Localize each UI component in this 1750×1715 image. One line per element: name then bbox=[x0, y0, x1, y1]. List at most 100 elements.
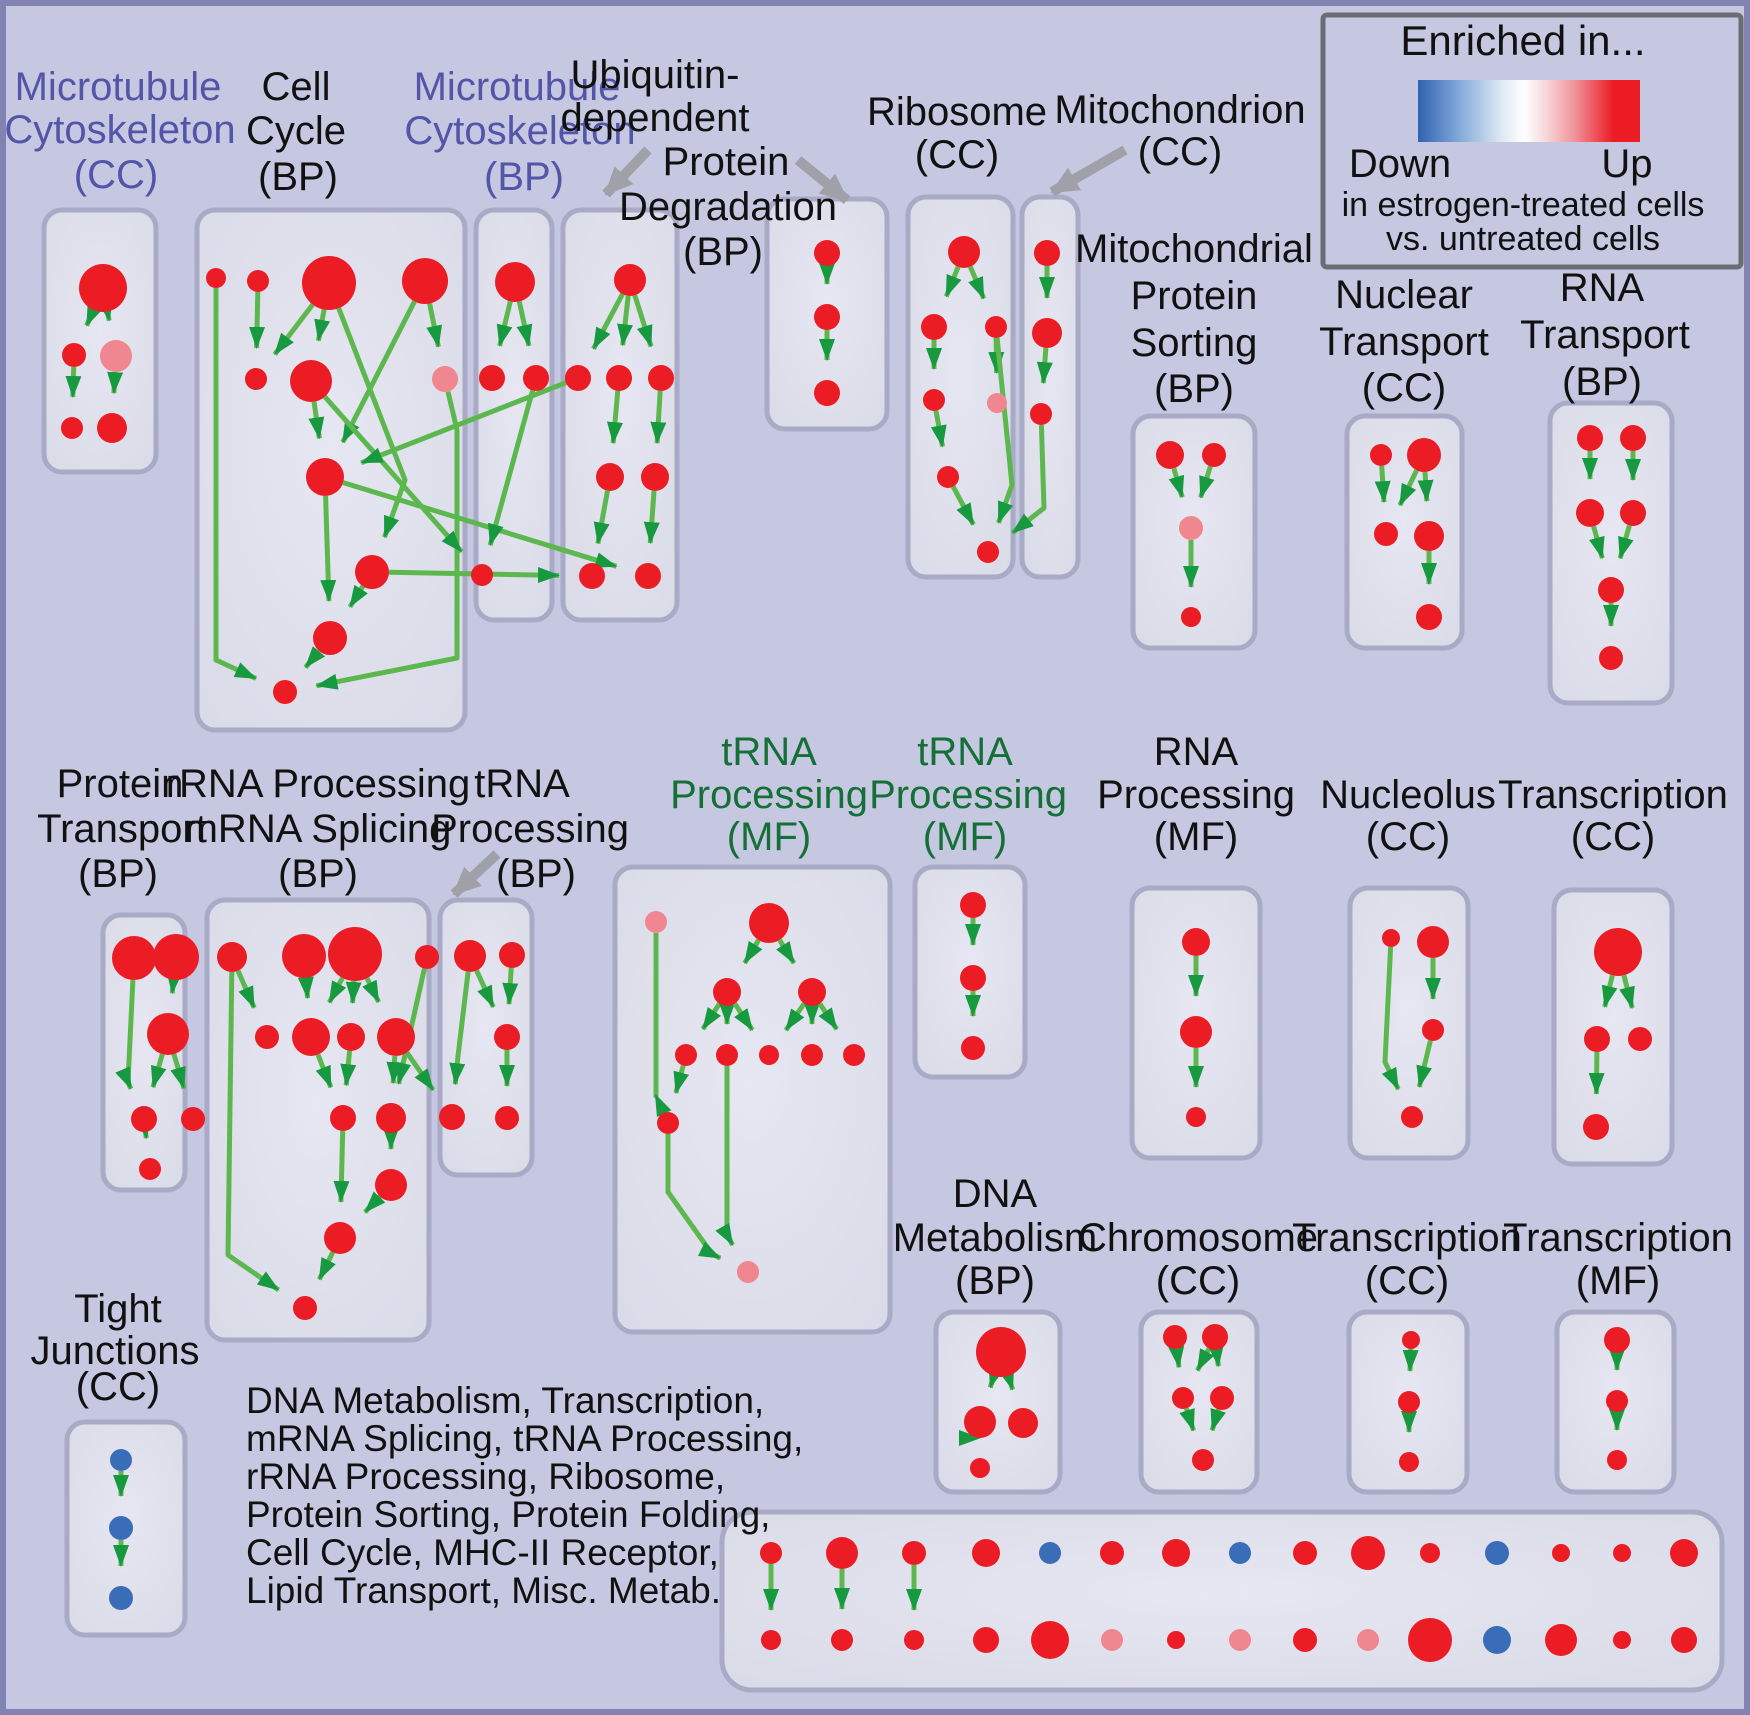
group-label-mitochondrial-protein-sorting-bp-line3: Sorting bbox=[1131, 321, 1258, 365]
node-misc-merged-cluster-Wb12 bbox=[1483, 1626, 1511, 1654]
group-label-rrna-processing-mrna-splicing-bp-line3: (BP) bbox=[278, 852, 358, 896]
node-rna-transport-bp-J3 bbox=[1576, 499, 1604, 527]
edge-K3-K4 bbox=[150, 1053, 167, 1089]
edge-J4-J5 bbox=[1617, 524, 1634, 560]
node-rrna-processing-mrna-splicing-bp-L1 bbox=[217, 942, 247, 972]
legend-gradient-bar bbox=[1418, 80, 1640, 142]
edge-C1-C3 bbox=[516, 300, 533, 347]
node-rna-transport-bp-J1 bbox=[1577, 425, 1603, 451]
node-tight-junctions-cc-X3 bbox=[109, 1586, 133, 1610]
node-ribosome-cc-F7 bbox=[977, 541, 999, 563]
edge-B8-D8 bbox=[342, 480, 618, 569]
edge-S1-S3 bbox=[998, 1367, 1015, 1391]
node-trna-processing-mf-small-O1 bbox=[960, 892, 986, 918]
group-label-rna-transport-bp-line2: Transport bbox=[1520, 313, 1690, 357]
edge-D4-D6 bbox=[650, 390, 667, 445]
edge-A1-A2 bbox=[84, 303, 103, 327]
edge-A2-A4 bbox=[65, 366, 82, 398]
node-trna-processing-mf-small-O3 bbox=[961, 1036, 985, 1060]
edge-L3-L8 bbox=[362, 977, 381, 1004]
group-label-mitochondrion-cc-line1: Mitochondrion bbox=[1054, 88, 1305, 132]
edge-L3-L7 bbox=[345, 980, 362, 1004]
node-cell-cycle-bp-B10 bbox=[313, 621, 347, 655]
node-misc-merged-cluster-Wt9 bbox=[1293, 1541, 1317, 1565]
legend-subline-2: vs. untreated cells bbox=[1386, 220, 1660, 258]
layer-boxes bbox=[41, 12, 1744, 1693]
edge-N1-N10 bbox=[653, 933, 672, 1118]
edge-B6-B8 bbox=[308, 401, 325, 440]
edge-N10-N11 bbox=[665, 1134, 722, 1261]
edge-R1-R3 bbox=[1619, 974, 1635, 1009]
edge-B4-B8 bbox=[340, 300, 417, 444]
layer-edges bbox=[65, 145, 1641, 1611]
node-mitochondrial-protein-sorting-bp-H4 bbox=[1181, 607, 1201, 627]
edge-F6-F7 bbox=[950, 485, 976, 526]
node-cell-cycle-bp-B11 bbox=[273, 680, 297, 704]
edge-Q1-Q4 bbox=[1381, 946, 1401, 1091]
merged-categories-text-line3: rRNA Processing, Ribosome, bbox=[246, 1456, 725, 1497]
node-ribosome-cc-F1 bbox=[948, 236, 980, 268]
node-protein-transport-bp-K1 bbox=[112, 936, 156, 980]
group-label-nucleolus-cc-line2: (CC) bbox=[1366, 815, 1450, 859]
group-label-chromosome-cc-line1: Chromosome bbox=[1078, 1216, 1318, 1260]
node-misc-merged-cluster-Wt8 bbox=[1229, 1542, 1251, 1564]
node-chromosome-cc-T4 bbox=[1210, 1386, 1234, 1410]
node-cell-cycle-bp-B5 bbox=[245, 368, 267, 390]
edge-N2-N3 bbox=[742, 938, 763, 965]
edge-D3-D5 bbox=[607, 390, 623, 445]
edge-T2-T3 bbox=[1195, 1347, 1215, 1372]
node-misc-merged-cluster-Wb4 bbox=[973, 1627, 999, 1653]
node-nuclear-transport-cc-I2 bbox=[1407, 438, 1441, 472]
node-rna-transport-bp-J2 bbox=[1620, 425, 1646, 451]
edge-J3-J5 bbox=[1589, 525, 1605, 560]
group-label-mitochondrial-protein-sorting-bp-line4: (BP) bbox=[1154, 367, 1234, 411]
node-rna-transport-bp-J4 bbox=[1620, 500, 1646, 526]
node-trna-processing-mf-large-N4 bbox=[798, 978, 826, 1006]
node-trna-processing-bp-M4 bbox=[439, 1104, 465, 1130]
edge-K1-K4 bbox=[115, 979, 136, 1090]
node-protein-transport-bp-K5 bbox=[181, 1107, 205, 1131]
node-cell-cycle-bp-B8 bbox=[306, 458, 344, 496]
node-trna-processing-mf-large-N10 bbox=[657, 1112, 679, 1134]
node-ubiquitin-degradation-box1-D5 bbox=[596, 463, 624, 491]
edge-L9-L12 bbox=[333, 1130, 350, 1203]
merged-categories-text-line5: Cell Cycle, MHC-II Receptor, bbox=[246, 1532, 719, 1573]
node-ubiquitin-degradation-box1-D3 bbox=[606, 365, 632, 391]
node-mitochondrion-cc-G1 bbox=[1034, 240, 1060, 266]
node-chromosome-cc-T5 bbox=[1192, 1449, 1214, 1471]
legend-down-label: Down bbox=[1349, 142, 1451, 186]
node-microtubule-cytoskeleton-cc-A2 bbox=[62, 343, 86, 367]
group-label-chromosome-cc-line2: (CC) bbox=[1156, 1259, 1240, 1303]
edge-B6-C4 bbox=[323, 395, 464, 554]
node-tight-junctions-cc-X2 bbox=[109, 1516, 133, 1540]
node-misc-merged-cluster-Wb3 bbox=[904, 1630, 924, 1650]
edge-L1-L5 bbox=[235, 969, 257, 1009]
node-ubiquitin-degradation-box2-E3 bbox=[814, 380, 840, 406]
group-label-rna-processing-mf-line1: RNA bbox=[1154, 730, 1239, 774]
edge-R2-R4 bbox=[1588, 1051, 1605, 1095]
group-label-ribosome-cc-line2: (CC) bbox=[915, 133, 999, 177]
node-microtubule-cytoskeleton-cc-A4 bbox=[61, 417, 83, 439]
node-misc-merged-cluster-Wt4 bbox=[972, 1539, 1000, 1567]
edge-K4-K6 bbox=[135, 1116, 152, 1140]
edge-U1-U2 bbox=[1402, 1348, 1419, 1372]
node-rna-processing-mf-P1 bbox=[1182, 928, 1210, 956]
node-misc-merged-cluster-Wb11 bbox=[1408, 1618, 1452, 1662]
node-transcription-mf-V2 bbox=[1606, 1390, 1628, 1412]
node-microtubule-cytoskeleton-cc-A3 bbox=[100, 340, 132, 372]
group-label-trna-processing-mf-large-line1: tRNA bbox=[721, 730, 817, 774]
node-rrna-processing-mrna-splicing-bp-L3 bbox=[328, 927, 382, 981]
node-rna-transport-bp-J5 bbox=[1598, 577, 1624, 603]
node-nucleolus-cc-Q1 bbox=[1382, 929, 1400, 947]
ubiquitin-left-arrow bbox=[602, 146, 652, 198]
group-label-cell-cycle-bp-line2: Cycle bbox=[246, 109, 346, 153]
group-label-trna-processing-mf-small-line2: Processing bbox=[869, 773, 1067, 817]
node-rrna-processing-mrna-splicing-bp-L13 bbox=[293, 1296, 317, 1320]
node-trna-processing-bp-M1 bbox=[454, 940, 486, 972]
group-label-ubiquitin-degradation-box1-line2: dependent bbox=[560, 96, 749, 140]
node-cell-cycle-bp-B9 bbox=[355, 555, 389, 589]
edge-T4-T5 bbox=[1209, 1407, 1226, 1432]
node-transcription-cc-row3-U1 bbox=[1402, 1331, 1420, 1349]
node-trna-processing-mf-large-N8 bbox=[801, 1044, 823, 1066]
group-label-trna-processing-mf-small-line1: tRNA bbox=[917, 730, 1013, 774]
